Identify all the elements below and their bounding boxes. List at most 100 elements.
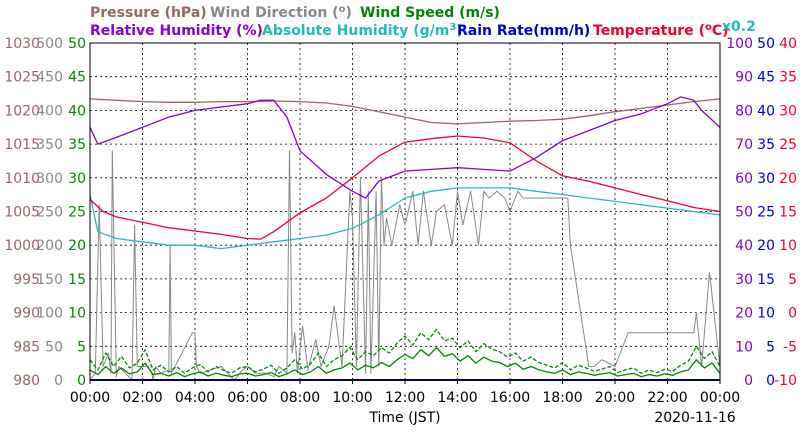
- legend-temperature-after: C): [712, 23, 729, 39]
- wind-speed-tick-label: 10: [68, 306, 86, 322]
- pressure-tick-label: 985: [13, 339, 40, 355]
- temperature-tick-label: 20: [779, 171, 797, 187]
- temperature-tick-label: 30: [779, 103, 797, 119]
- legend-absolute-humidity-after: ): [456, 23, 462, 39]
- temperature-tick-label: 40: [779, 36, 797, 52]
- temperature-tick-label: 15: [779, 205, 797, 221]
- wind-direction-tick-label: 400: [36, 103, 63, 119]
- pressure-tick-label: 995: [13, 272, 40, 288]
- wind-direction-tick-label: 350: [36, 137, 63, 153]
- pressure-tick-label: 1000: [4, 238, 40, 254]
- series-wind-speed-m-s: [89, 346, 721, 378]
- wind-speed-tick-label: 25: [68, 205, 86, 221]
- humidity-tick-label: 30: [735, 272, 753, 288]
- pressure-tick-label: 1010: [4, 171, 40, 187]
- legend-row-2: Relative Humidity (%) Absolute Humidity …: [90, 19, 756, 39]
- legend-rain-rate: Rain Rate(mm/h): [457, 23, 590, 39]
- x-tick-label: 12:00: [385, 390, 425, 406]
- legend-absolute-humidity-sup: 3: [449, 22, 456, 33]
- wind-direction-tick-label: 450: [36, 70, 63, 86]
- legend-wind-direction-sup: o: [339, 4, 346, 15]
- x-axis-label: Time (JST): [368, 410, 440, 426]
- pressure-tick-label: 980: [13, 373, 40, 389]
- rain-rate-tick-label: 40: [757, 103, 775, 119]
- rain-rate-tick-label: 20: [757, 238, 775, 254]
- rain-rate-tick-label: 25: [757, 205, 775, 221]
- legend-wind-direction-text: Wind Direction (: [210, 5, 339, 21]
- wind-direction-tick-label: 500: [36, 36, 63, 52]
- wind-speed-tick-label: 0: [77, 373, 86, 389]
- wind-speed-tick-label: 45: [68, 70, 86, 86]
- x-tick-label: 22:00: [647, 390, 687, 406]
- wind-speed-tick-label: 35: [68, 137, 86, 153]
- x-tick-label: 00:00: [700, 390, 740, 406]
- pressure-tick-label: 1025: [4, 70, 40, 86]
- rain-rate-tick-label: 5: [766, 339, 775, 355]
- series-absolute-humidity-g-m3: [89, 187, 721, 250]
- x-tick-label: 02:00: [122, 390, 162, 406]
- humidity-tick-label: 20: [735, 306, 753, 322]
- pressure-tick-label: 1020: [4, 103, 40, 119]
- rain-rate-tick-label: 10: [757, 306, 775, 322]
- legend-absolute-humidity-text: Absolute Humidity (g/m: [262, 23, 449, 39]
- wind-direction-tick-label: 0: [54, 373, 63, 389]
- rain-rate-tick-label: 35: [757, 137, 775, 153]
- x-tick-label: 18:00: [542, 390, 582, 406]
- pressure-tick-label: 1015: [4, 137, 40, 153]
- humidity-tick-label: 10: [735, 339, 753, 355]
- legend-absolute-humidity: Absolute Humidity (g/m3): [262, 22, 463, 39]
- series-pressure-hpa: [89, 98, 721, 125]
- rain-rate-tick-label: 0: [766, 373, 775, 389]
- legend-wind-direction: Wind Direction (o): [210, 4, 352, 21]
- humidity-tick-label: 80: [735, 103, 753, 119]
- legend-temperature-sup: o: [705, 22, 712, 33]
- series-wind-speed-max: [89, 328, 721, 374]
- wind-direction-tick-label: 100: [36, 306, 63, 322]
- legend-row-1: Pressure (hPa) Wind Direction (o) Wind S…: [90, 4, 500, 21]
- legend-temperature: Temperature (oC): [593, 22, 729, 39]
- pressure-tick-label: 1005: [4, 205, 40, 221]
- y-axes: 1030102510201015101010051000995990985980…: [4, 36, 797, 389]
- humidity-tick-label: 100: [726, 36, 753, 52]
- wind-direction-tick-label: 300: [36, 171, 63, 187]
- x-tick-label: 16:00: [490, 390, 530, 406]
- wind-speed-tick-label: 40: [68, 103, 86, 119]
- x-axis: 00:00 02:00 04:00 06:00 08:00 10:00 12:00 14:00…: [70, 380, 740, 406]
- wind-speed-tick-label: 15: [68, 272, 86, 288]
- pressure-tick-label: 990: [13, 306, 40, 322]
- wind-speed-tick-label: 5: [77, 339, 86, 355]
- humidity-tick-label: 40: [735, 238, 753, 254]
- temperature-tick-label: -5: [783, 339, 797, 355]
- legend-pressure: Pressure (hPa): [90, 5, 207, 21]
- wind-speed-tick-label: 20: [68, 238, 86, 254]
- x-tick-label: 20:00: [595, 390, 635, 406]
- legend-wind-direction-after: ): [345, 5, 351, 21]
- temperature-tick-label: -10: [774, 373, 797, 389]
- series-relative-humidity: [89, 96, 721, 199]
- x-tick-label: 00:00: [70, 390, 110, 406]
- x-tick-label: 06:00: [227, 390, 267, 406]
- series-temperature-c: [89, 135, 721, 240]
- humidity-tick-label: 90: [735, 70, 753, 86]
- humidity-tick-label: 60: [735, 171, 753, 187]
- wind-direction-tick-label: 50: [45, 339, 63, 355]
- temperature-tick-label: 35: [779, 70, 797, 86]
- pressure-tick-label: 1030: [4, 36, 40, 52]
- wind-direction-tick-label: 150: [36, 272, 63, 288]
- temperature-tick-label: 10: [779, 238, 797, 254]
- wind-direction-tick-label: 250: [36, 205, 63, 221]
- temperature-tick-label: 5: [788, 272, 797, 288]
- chart-date: 2020-11-16: [654, 410, 735, 426]
- temperature-tick-label: 0: [788, 306, 797, 322]
- rain-rate-tick-label: 50: [757, 36, 775, 52]
- x-tick-label: 10:00: [332, 390, 372, 406]
- wind-speed-tick-label: 30: [68, 171, 86, 187]
- humidity-tick-label: 50: [735, 205, 753, 221]
- x-tick-label: 08:00: [280, 390, 320, 406]
- series-wind-direction: [89, 150, 721, 381]
- rain-rate-tick-label: 15: [757, 272, 775, 288]
- legend-temperature-text: Temperature (: [593, 23, 705, 39]
- legend-relative-humidity: Relative Humidity (%): [90, 23, 263, 39]
